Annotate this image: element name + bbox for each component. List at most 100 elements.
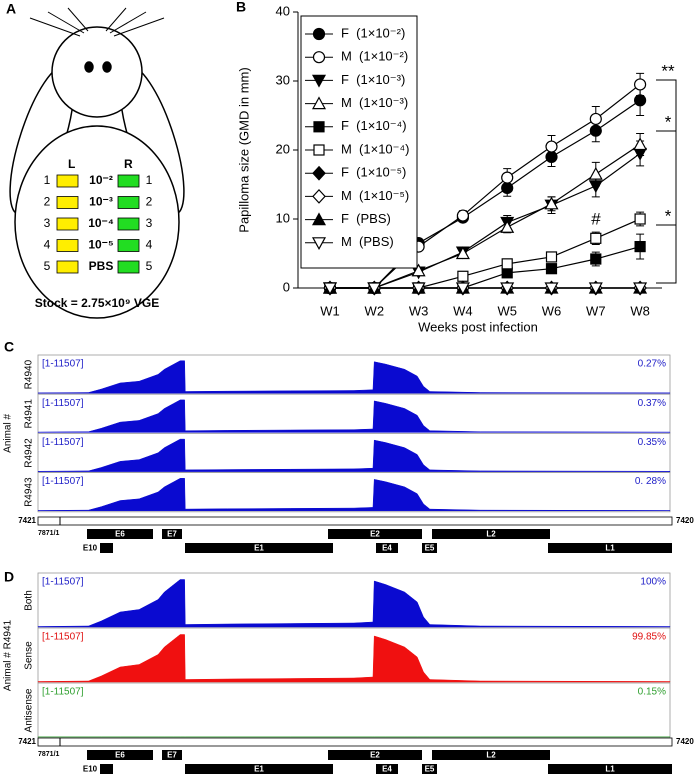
gene-label: E10 bbox=[83, 544, 98, 553]
legend: F (1×10⁻²) M (1×10⁻²) F (1×10⁻³) M (1×10⁻³)… bbox=[300, 15, 418, 269]
coverage bbox=[37, 634, 671, 683]
track-frame bbox=[37, 682, 671, 739]
marker bbox=[590, 232, 602, 244]
annotation: * bbox=[665, 206, 672, 225]
dose-label: 10⁻⁴ bbox=[88, 216, 114, 230]
marker bbox=[457, 270, 469, 282]
origin-label: 7871/1 bbox=[38, 530, 60, 537]
dose-label: 10⁻² bbox=[89, 173, 113, 187]
gene-box bbox=[376, 543, 398, 553]
gene-label: E1 bbox=[254, 544, 264, 553]
site-number: 2 bbox=[44, 195, 51, 209]
range-label: [1-11507] bbox=[42, 577, 84, 588]
marker bbox=[455, 246, 470, 260]
y-tick-label: 40 bbox=[276, 3, 290, 18]
legend-label: M (1×10⁻²) bbox=[341, 49, 408, 64]
gene-box bbox=[422, 764, 437, 774]
injection-sites: 1 10⁻² 1 2 10⁻³ 2 3 10⁻⁴ 3 4 10⁻⁵ 4 5 PBS 5 bbox=[44, 173, 153, 274]
gene-box bbox=[185, 543, 333, 553]
marker bbox=[633, 137, 648, 151]
marker bbox=[588, 282, 603, 296]
marker bbox=[456, 209, 469, 222]
whisker bbox=[113, 17, 165, 37]
y-axis-label: Animal # R4941 bbox=[3, 619, 14, 691]
coverage bbox=[37, 399, 671, 433]
gene-label: E5 bbox=[425, 544, 435, 553]
gene-label: E4 bbox=[382, 765, 392, 774]
gene-label: E2 bbox=[370, 751, 380, 760]
site-number: 3 bbox=[44, 216, 51, 230]
y-tick-label: 10 bbox=[276, 210, 290, 225]
marker bbox=[411, 282, 426, 296]
papilloma-chart: B 0 10 20 30 40 W1 W2 W3 W4 W5 W6 W7 W8 Weeks post inf… bbox=[236, 0, 677, 334]
gene-label: E10 bbox=[83, 765, 98, 774]
significance-bracket bbox=[656, 79, 677, 284]
track-label: R4940 bbox=[24, 359, 35, 389]
genome-end: 7420 bbox=[676, 516, 694, 525]
genome-bar bbox=[37, 737, 673, 747]
gene-box bbox=[100, 543, 113, 553]
marker bbox=[411, 263, 426, 277]
legend-label: M (1×10⁻⁴) bbox=[341, 141, 409, 156]
right-site bbox=[117, 174, 140, 188]
track-label: Both bbox=[24, 590, 35, 611]
track-label: R4942 bbox=[24, 438, 35, 468]
whisker bbox=[109, 11, 147, 34]
gene-label: L2 bbox=[486, 751, 496, 760]
percent-label: 0.27% bbox=[638, 359, 666, 370]
gene-box bbox=[548, 764, 672, 774]
right-label: R bbox=[124, 157, 133, 171]
marker bbox=[633, 78, 647, 91]
gene-box bbox=[432, 750, 550, 760]
left-label: L bbox=[68, 157, 75, 171]
left-site bbox=[56, 239, 79, 252]
left-site bbox=[56, 217, 79, 231]
right-site bbox=[117, 260, 140, 274]
left-site bbox=[56, 196, 79, 209]
marker bbox=[367, 282, 382, 296]
coverage bbox=[37, 438, 671, 472]
marker bbox=[313, 121, 325, 133]
x-tick-label: W2 bbox=[365, 303, 385, 318]
x-tick-label: W1 bbox=[320, 303, 340, 318]
genome-start: 7421 bbox=[18, 516, 36, 525]
percent-label: 0.35% bbox=[638, 437, 666, 448]
annotation: * bbox=[665, 112, 672, 131]
marker bbox=[589, 112, 602, 126]
track-label: Sense bbox=[24, 641, 35, 670]
gene-box bbox=[100, 764, 113, 774]
coverage-panel: D Animal # R4941 Both [1-11507] 100% Sense [1-… bbox=[3, 569, 694, 774]
gene-box bbox=[548, 543, 672, 553]
dose-label: PBS bbox=[89, 259, 114, 273]
gene-box bbox=[87, 750, 153, 760]
marker bbox=[313, 144, 325, 156]
gene-label: L2 bbox=[486, 530, 496, 539]
legend-label: M (1×10⁻⁵) bbox=[341, 188, 409, 203]
legend-label: F (PBS) bbox=[341, 211, 391, 226]
range-label: [1-11507] bbox=[42, 359, 84, 370]
x-axis-label: Weeks post infection bbox=[418, 319, 538, 334]
range-label: [1-11507] bbox=[42, 687, 84, 698]
marker bbox=[500, 220, 515, 233]
marker bbox=[545, 263, 558, 275]
annotation: # bbox=[591, 209, 601, 228]
legend-label: F (1×10⁻³) bbox=[341, 72, 405, 87]
gene-label: E1 bbox=[254, 765, 264, 774]
site-number: 4 bbox=[146, 238, 153, 252]
dose-label: 10⁻⁵ bbox=[88, 238, 113, 252]
genome-end: 7420 bbox=[676, 737, 694, 746]
range-label: [1-11507] bbox=[42, 437, 84, 448]
annotation: ** bbox=[661, 61, 675, 80]
gene-box bbox=[162, 529, 182, 539]
series-line bbox=[330, 83, 641, 289]
x-tick-label: W5 bbox=[497, 303, 517, 318]
panel-label: D bbox=[4, 569, 14, 585]
right-site bbox=[117, 217, 140, 231]
eye bbox=[102, 61, 112, 73]
x-tick-label: W7 bbox=[586, 303, 606, 318]
whisker bbox=[47, 11, 85, 34]
left-site bbox=[56, 174, 79, 188]
marker bbox=[311, 212, 327, 226]
track-label: R4943 bbox=[24, 477, 35, 507]
gene-label: E6 bbox=[115, 530, 125, 539]
